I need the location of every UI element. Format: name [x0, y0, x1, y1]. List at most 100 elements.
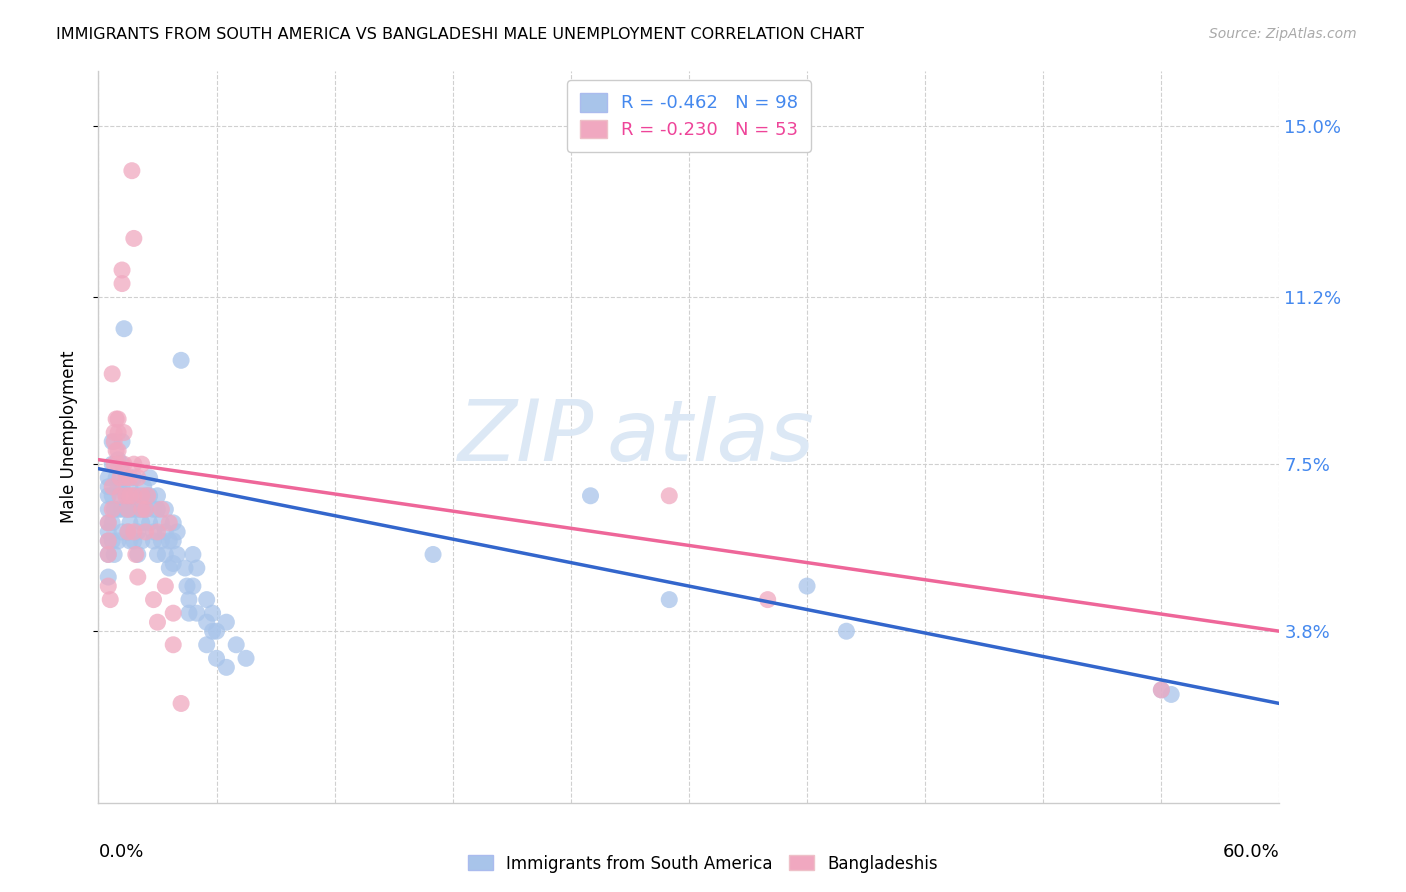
- Point: [155, 502, 177, 516]
- Point: [107, 533, 129, 548]
- Point: [101, 489, 124, 503]
- Point: [105, 412, 128, 426]
- Point: [215, 660, 238, 674]
- Point: [97, 524, 120, 539]
- Text: atlas: atlas: [606, 395, 814, 479]
- Point: [422, 548, 444, 562]
- Point: [97, 579, 120, 593]
- Point: [115, 471, 138, 485]
- Point: [121, 163, 143, 178]
- Point: [97, 502, 120, 516]
- Point: [138, 489, 160, 503]
- Point: [107, 457, 129, 471]
- Point: [107, 443, 129, 458]
- Point: [146, 615, 169, 630]
- Point: [107, 502, 129, 516]
- Point: [155, 579, 177, 593]
- Point: [181, 579, 204, 593]
- Point: [142, 592, 165, 607]
- Point: [146, 502, 169, 516]
- Point: [115, 489, 138, 503]
- Point: [162, 557, 184, 571]
- Text: IMMIGRANTS FROM SOUTH AMERICA VS BANGLADESHI MALE UNEMPLOYMENT CORRELATION CHART: IMMIGRANTS FROM SOUTH AMERICA VS BANGLAD…: [56, 27, 865, 42]
- Point: [146, 489, 169, 503]
- Point: [215, 615, 238, 630]
- Point: [118, 471, 141, 485]
- Point: [122, 489, 145, 503]
- Point: [97, 533, 120, 548]
- Point: [201, 624, 224, 639]
- Point: [150, 502, 173, 516]
- Point: [170, 353, 193, 368]
- Point: [101, 533, 124, 548]
- Point: [115, 471, 138, 485]
- Point: [111, 524, 134, 539]
- Point: [98, 592, 121, 607]
- Point: [205, 651, 228, 665]
- Point: [117, 502, 139, 516]
- Point: [138, 516, 160, 530]
- Point: [108, 471, 131, 485]
- Point: [181, 548, 204, 562]
- Point: [579, 489, 602, 503]
- Point: [101, 434, 124, 449]
- Point: [135, 502, 157, 516]
- Point: [97, 480, 120, 494]
- Point: [157, 533, 180, 548]
- Point: [115, 502, 138, 516]
- Point: [225, 638, 247, 652]
- Point: [205, 624, 228, 639]
- Point: [127, 570, 149, 584]
- Point: [122, 502, 145, 516]
- Point: [107, 452, 129, 467]
- Point: [111, 457, 134, 471]
- Point: [195, 638, 218, 652]
- Point: [658, 592, 681, 607]
- Point: [101, 516, 124, 530]
- Point: [131, 457, 153, 471]
- Point: [155, 524, 177, 539]
- Point: [101, 367, 124, 381]
- Legend: R = -0.462   N = 98, R = -0.230   N = 53: R = -0.462 N = 98, R = -0.230 N = 53: [567, 80, 811, 152]
- Point: [111, 480, 134, 494]
- Point: [118, 533, 141, 548]
- Point: [162, 638, 184, 652]
- Point: [103, 425, 125, 440]
- Point: [97, 471, 120, 485]
- Point: [166, 524, 188, 539]
- Point: [195, 615, 218, 630]
- Point: [97, 570, 120, 584]
- Point: [97, 548, 120, 562]
- Point: [122, 524, 145, 539]
- Point: [97, 533, 120, 548]
- Point: [135, 489, 157, 503]
- Point: [131, 502, 153, 516]
- Point: [195, 592, 218, 607]
- Point: [150, 516, 173, 530]
- Legend: Immigrants from South America, Bangladeshis: Immigrants from South America, Banglades…: [461, 848, 945, 880]
- Point: [135, 502, 157, 516]
- Point: [97, 516, 120, 530]
- Point: [176, 579, 198, 593]
- Point: [131, 489, 153, 503]
- Point: [101, 502, 124, 516]
- Point: [135, 524, 157, 539]
- Point: [132, 480, 155, 494]
- Point: [1150, 682, 1173, 697]
- Point: [136, 489, 159, 503]
- Point: [166, 548, 188, 562]
- Point: [111, 434, 134, 449]
- Point: [117, 524, 139, 539]
- Point: [122, 533, 145, 548]
- Point: [177, 606, 200, 620]
- Point: [177, 592, 200, 607]
- Point: [1150, 682, 1173, 697]
- Point: [157, 516, 180, 530]
- Point: [235, 651, 257, 665]
- Text: ZIP: ZIP: [458, 395, 595, 479]
- Point: [107, 425, 129, 440]
- Point: [835, 624, 858, 639]
- Point: [162, 516, 184, 530]
- Point: [112, 425, 135, 440]
- Point: [138, 471, 160, 485]
